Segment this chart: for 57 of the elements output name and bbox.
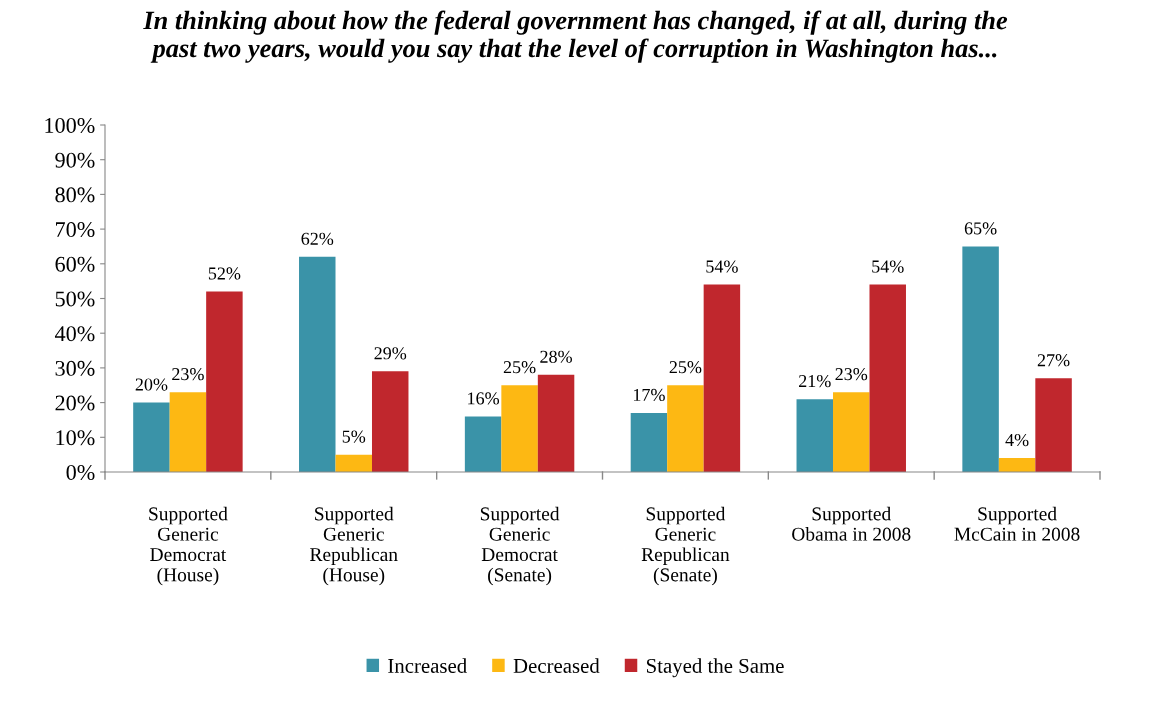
y-tick-label: 40%: [54, 326, 95, 342]
data-label: 27%: [1037, 354, 1070, 367]
bar: [371, 371, 409, 472]
x-tick-label: Supported McCain in 2008: [954, 506, 1080, 541]
data-label: 4%: [1005, 433, 1029, 447]
bar: [206, 291, 243, 472]
y-tick-label: 0%: [66, 464, 95, 480]
bar: [501, 385, 538, 472]
data-label: 54%: [872, 260, 904, 273]
data-label: 25%: [669, 361, 702, 374]
data-label: 62%: [301, 232, 334, 245]
bar: [833, 392, 870, 472]
chart-title: In thinking about how the federal government has changed, if at all, during the past two years, would you say that the level of corruption in Washington has...: [143, 10, 1008, 63]
bar: [537, 374, 575, 472]
legend-label: Increased: [388, 658, 467, 673]
x-tick-label: Supported Generic Republican (Senate): [641, 506, 730, 586]
y-tick-label: 80%: [55, 187, 95, 203]
data-label: 5%: [342, 430, 366, 443]
data-label: 28%: [540, 350, 572, 363]
bar: [962, 246, 999, 472]
y-tick-label: 100%: [45, 117, 95, 133]
data-label: 20%: [135, 378, 168, 391]
y-tick-label: 30%: [55, 360, 95, 376]
bar: [998, 458, 1036, 472]
y-tick-label: 20%: [55, 395, 95, 411]
x-tick-label: Supported Generic Democrat (House): [149, 506, 228, 586]
data-label: 16%: [468, 392, 500, 405]
y-tick-label: 10%: [56, 430, 95, 446]
data-label: 52%: [208, 267, 241, 280]
y-tick-label: 60%: [55, 256, 95, 272]
bar: [133, 402, 170, 472]
y-tick-label: 50%: [55, 291, 95, 307]
x-tick-label: Supported Obama in 2008: [792, 506, 911, 541]
data-label: 21%: [799, 374, 831, 388]
bar: [703, 284, 741, 472]
bar: [630, 413, 668, 472]
bar: [299, 256, 336, 472]
data-label: 25%: [503, 361, 536, 374]
data-label: 17%: [633, 388, 665, 402]
data-label: 65%: [964, 222, 997, 235]
data-label: 29%: [374, 347, 407, 360]
bar: [464, 416, 502, 472]
data-label: 23%: [835, 368, 868, 381]
data-label: 23%: [172, 368, 204, 381]
y-tick-label: 90%: [55, 152, 95, 168]
bar: [1035, 378, 1072, 472]
x-tick-label: Supported Generic Republican (House): [310, 506, 398, 586]
bar: [169, 392, 207, 472]
legend-label: Decreased: [513, 658, 600, 673]
x-tick-label: Supported Generic Democrat (Senate): [480, 506, 560, 586]
bar: [667, 385, 704, 472]
data-label: 54%: [706, 260, 738, 273]
bar: [335, 454, 372, 472]
bar: [796, 399, 834, 472]
y-tick-label: 70%: [56, 222, 95, 238]
legend-label: Stayed the Same: [646, 658, 784, 678]
bar: [869, 284, 906, 472]
